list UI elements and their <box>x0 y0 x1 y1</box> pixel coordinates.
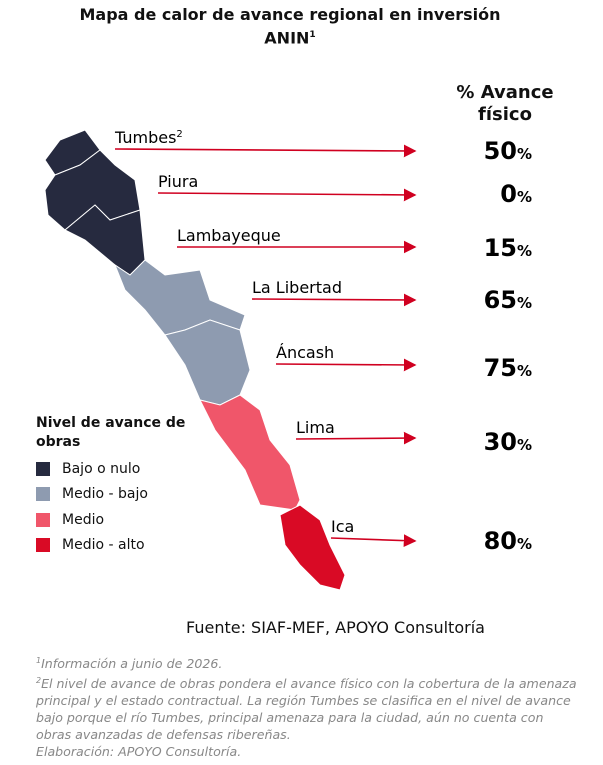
value-number: 50 <box>484 137 517 165</box>
value-unit: % <box>517 294 532 312</box>
region <box>279 504 346 591</box>
legend-item: Medio - bajo <box>36 482 196 508</box>
region-value: 65% <box>484 286 532 314</box>
legend-label: Medio - bajo <box>62 486 148 503</box>
region-label: Tumbes2 <box>114 128 183 147</box>
arrow <box>295 431 417 445</box>
footnote: Elaboración: APOYO Consultoría. <box>36 743 581 760</box>
note-marker: 1 <box>309 30 316 40</box>
value-number: 0 <box>500 180 517 208</box>
footnote: 2El nivel de avance de obras pondera el … <box>36 672 581 743</box>
title-text: ANIN <box>264 28 310 48</box>
title-text: Mapa de calor de avance regional en inve… <box>79 5 501 24</box>
legend-swatch <box>36 512 50 527</box>
legend-swatch <box>36 461 50 476</box>
region-label: Lima <box>296 418 335 437</box>
region <box>199 394 301 511</box>
region <box>164 319 251 406</box>
region-name: Lambayeque <box>177 226 281 245</box>
footnote-text: Elaboración: APOYO Consultoría. <box>36 744 242 760</box>
value-number: 30 <box>484 428 517 456</box>
region-label: Áncash <box>276 343 334 362</box>
value-number: 75 <box>484 354 517 382</box>
region <box>113 259 246 336</box>
arrow <box>157 188 417 202</box>
legend-label: Bajo o nulo <box>62 460 141 477</box>
legend-label: Medio - alto <box>62 537 145 554</box>
value-unit: % <box>517 188 532 206</box>
map: Tumbes2 50% Piura 0% Lambayeque 15% La Liberta… <box>44 128 532 591</box>
arrow <box>114 144 417 158</box>
value-header: % Avance físico <box>456 82 554 125</box>
region-value: 50% <box>484 137 532 165</box>
region-label: Ica <box>331 517 354 536</box>
value-number: 65 <box>484 286 517 314</box>
legend-item: Bajo o nulo <box>36 456 196 482</box>
note-marker: 1 <box>36 656 42 665</box>
region-name: La Libertad <box>252 278 342 297</box>
footnote-text: Información a junio de 2026. <box>41 656 223 672</box>
legend: Nivel de avance de obras Bajo o nulo Medio… <box>36 414 196 558</box>
region-value: 75% <box>484 354 532 382</box>
value-unit: % <box>517 535 532 553</box>
region-name: Ica <box>331 517 354 536</box>
legend-swatch <box>36 538 50 553</box>
region-name: Piura <box>158 172 198 191</box>
region-name: Lima <box>296 418 335 437</box>
value-unit: % <box>517 362 532 380</box>
value-unit: % <box>517 242 532 260</box>
region-value: 80% <box>484 527 532 555</box>
footnote-text: El nivel de avance de obras pondera el a… <box>36 676 577 743</box>
footnotes: 1Información a junio de 2026. 2El nivel d… <box>36 652 581 760</box>
note-marker: 2 <box>36 676 42 686</box>
title: Mapa de calor de avance regional en inve… <box>0 4 580 48</box>
legend-item: Medio - alto <box>36 533 196 559</box>
region-value: 30% <box>484 428 532 456</box>
region-label: La Libertad <box>252 278 342 297</box>
arrow <box>275 358 417 372</box>
legend-title: Nivel de avance de obras <box>36 415 186 450</box>
region-label: Lambayeque <box>177 226 281 245</box>
value-unit: % <box>517 436 532 454</box>
legend-item: Medio <box>36 507 196 533</box>
region-name: Tumbes <box>114 128 176 147</box>
legend-swatch <box>36 487 50 502</box>
legend-label: Medio <box>62 511 105 528</box>
value-number: 80 <box>484 527 517 555</box>
value-number: 15 <box>484 234 517 262</box>
region-value: 0% <box>500 180 532 208</box>
region-value: 15% <box>484 234 532 262</box>
region-label: Piura <box>158 172 198 191</box>
arrow <box>251 293 417 307</box>
value-unit: % <box>517 145 532 163</box>
source: Fuente: SIAF-MEF, APOYO Consultoría <box>186 618 485 637</box>
region-name: Áncash <box>276 343 334 362</box>
footnote: 1Información a junio de 2026. <box>36 652 581 672</box>
note-marker: 2 <box>176 129 182 140</box>
arrow <box>330 534 417 547</box>
